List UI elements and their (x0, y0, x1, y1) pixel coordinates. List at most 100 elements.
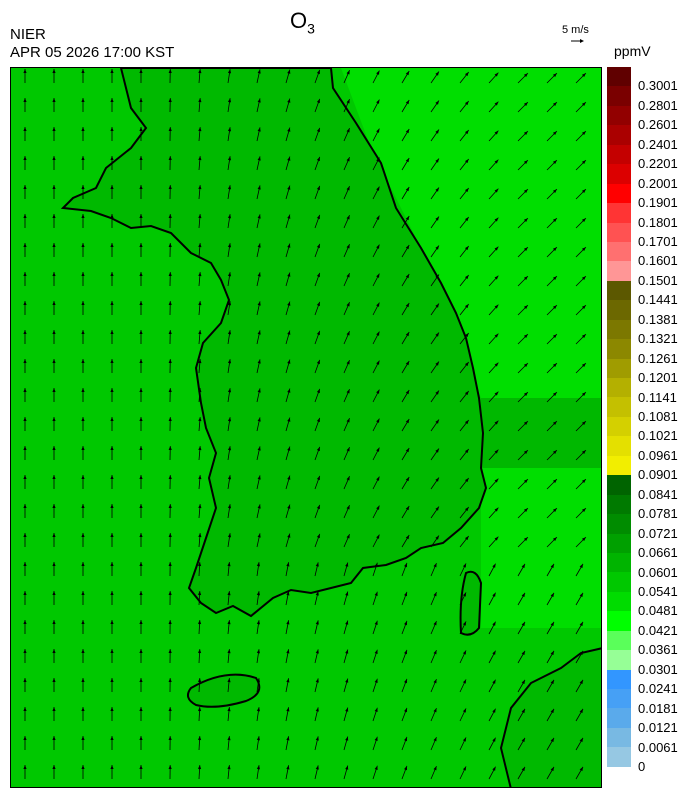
wind-arrow-head (581, 276, 586, 281)
wind-arrow-head (405, 534, 410, 540)
wind-arrow-head (23, 562, 27, 566)
wind-arrow-head (110, 330, 114, 334)
wind-arrow-head (197, 678, 202, 683)
wind-arrow-head (435, 100, 439, 105)
color-legend (607, 67, 631, 767)
wind-arrow-head (435, 245, 439, 250)
wind-arrow-head (345, 765, 349, 770)
wind-arrow-head (227, 127, 232, 132)
legend-label: 0.1081 (638, 409, 678, 424)
wind-arrow-head (256, 591, 261, 596)
wind-arrow-head (286, 620, 290, 625)
wind-arrow-head (168, 707, 172, 712)
wind-arrow-head (521, 708, 525, 714)
wind-arrow-head (316, 243, 320, 249)
wind-arrow-head (552, 247, 557, 252)
wind-arrow-head (433, 563, 437, 568)
wind-arrow-head (168, 243, 172, 248)
wind-arrow-head (110, 98, 114, 102)
wind-arrow-head (435, 187, 439, 192)
wind-arrow-head (316, 156, 320, 162)
wind-arrow-head (286, 562, 290, 567)
wind-arrow-head (227, 214, 232, 219)
wind-arrow-head (552, 421, 557, 426)
wind-arrow-head (346, 505, 350, 510)
wind-arrow-head (346, 331, 350, 336)
wind-arrow-head (257, 533, 261, 538)
wind-arrow-head (198, 156, 202, 161)
wind-arrow-head (286, 678, 290, 683)
wind-arrow-head (405, 331, 410, 337)
legend-label: 0.0661 (638, 545, 678, 561)
wind-arrow-head (168, 678, 172, 683)
wind-arrow-head (435, 332, 439, 337)
wind-arrow-head (168, 330, 172, 335)
wind-arrow-head (316, 330, 320, 336)
wind-arrow-head (462, 679, 467, 684)
wind-arrow-head (257, 417, 261, 422)
wind-arrow-head (464, 275, 469, 280)
wind-arrow-head (139, 649, 143, 653)
wind-arrow-head (464, 217, 469, 222)
legend-label: 0.1321 (638, 331, 678, 347)
wind-arrow-head (23, 243, 27, 247)
wind-arrow-head (168, 359, 172, 364)
wind-arrow-head (110, 359, 114, 363)
wind-arrow-head (494, 217, 499, 222)
wind-arrow-head (579, 621, 583, 627)
wind-arrow-head (581, 479, 586, 484)
wind-arrow-head (376, 273, 380, 278)
wind-arrow-head (521, 621, 525, 627)
legend-swatch (607, 358, 631, 378)
legend-label: 0.1601 (638, 253, 678, 269)
legend-swatch (607, 125, 631, 145)
wind-arrow-head (435, 158, 439, 163)
wind-arrow-head (110, 243, 114, 247)
wind-arrow-head (523, 334, 528, 339)
wind-arrow-head (198, 185, 202, 190)
wind-arrow-head (168, 214, 172, 219)
wind-arrow-head (405, 186, 410, 192)
wind-arrow-head (287, 156, 291, 161)
wind-arrow-head (521, 592, 525, 598)
wind-arrow-head (287, 475, 291, 480)
wind-arrow-head (256, 562, 261, 567)
wind-arrow-head (256, 736, 261, 741)
wind-arrow-head (81, 678, 85, 682)
wind-arrow-head (494, 478, 499, 483)
wind-arrow-head (197, 591, 202, 596)
wind-arrow-head (433, 766, 437, 771)
wind-arrow-head (52, 388, 56, 392)
wind-arrow-head (110, 69, 114, 73)
legend-label: 0.0121 (638, 720, 678, 736)
wind-arrow-head (197, 736, 202, 741)
legend-swatch (607, 416, 631, 437)
wind-arrow-head (227, 388, 232, 393)
wind-arrow-head (552, 363, 557, 368)
wind-arrow-head (376, 534, 380, 539)
wind-arrow-head (257, 272, 261, 277)
wind-arrow-head (23, 475, 27, 479)
wind-arrow-head (110, 649, 114, 653)
wind-arrow-head (462, 708, 467, 713)
wind-arrow-head (110, 562, 114, 566)
wind-arrow-head (494, 536, 499, 541)
wind-arrow-head (374, 707, 378, 712)
wind-arrow-head (345, 562, 349, 567)
wind-arrow-head (168, 736, 172, 741)
legend-label: 0.0841 (638, 486, 678, 502)
wind-arrow-head (523, 102, 528, 107)
wind-arrow-head (23, 678, 27, 682)
wind-arrow-head (257, 446, 261, 451)
wind-arrow-head (52, 156, 56, 160)
wind-arrow-head (198, 243, 202, 248)
wind-arrow-head (81, 765, 85, 769)
wind-arrow-head (110, 707, 114, 711)
wind-arrow-head (256, 765, 261, 770)
wind-arrow-head (316, 272, 320, 278)
wind-arrow-head (462, 563, 467, 568)
wind-arrow-head (376, 157, 380, 162)
wind-arrow-head (287, 388, 291, 393)
wind-arrow-head (404, 765, 408, 771)
wind-arrow-head (523, 160, 528, 165)
